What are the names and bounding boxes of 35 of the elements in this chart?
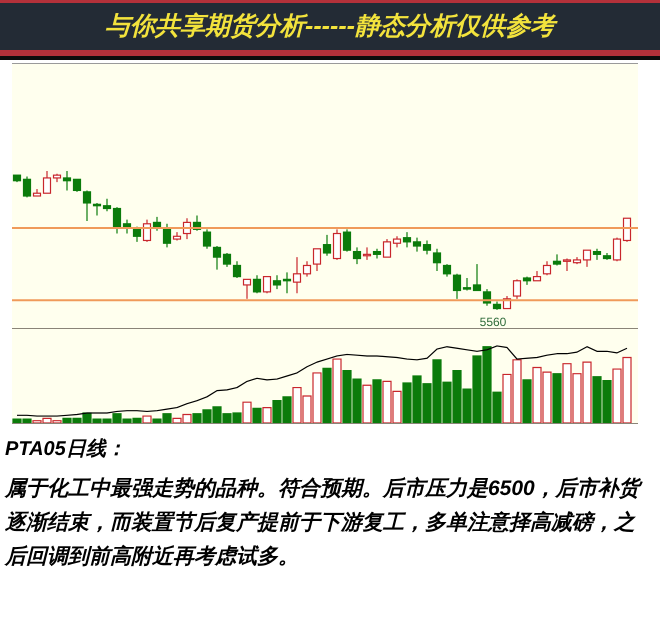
candlestick <box>62 170 72 192</box>
candlestick <box>472 263 482 292</box>
candlestick <box>272 274 282 290</box>
bar <box>372 379 382 423</box>
candlestick <box>362 246 372 261</box>
candlestick <box>152 216 162 232</box>
candlestick <box>242 278 252 300</box>
candlestick <box>432 248 442 272</box>
candlestick <box>562 258 572 272</box>
candlestick <box>82 190 92 222</box>
bar <box>252 408 262 423</box>
bar <box>332 358 342 423</box>
candlestick <box>462 277 472 292</box>
bar <box>262 406 272 423</box>
candlestick <box>352 246 362 265</box>
candlestick <box>452 273 462 300</box>
bar <box>322 368 332 423</box>
candlestick <box>122 219 132 234</box>
bar <box>142 415 152 423</box>
candlestick <box>282 272 292 294</box>
candlestick <box>322 234 332 256</box>
candlestick <box>102 198 112 212</box>
bar <box>242 402 252 423</box>
text: PTA05日线： <box>5 437 127 462</box>
candlestick <box>92 202 102 216</box>
chart-title: 与你共享期货分析------静态分析仅供参考 <box>0 0 660 56</box>
candlestick <box>402 232 412 248</box>
annotation: 5560 <box>480 314 507 329</box>
bar <box>552 373 562 423</box>
text: 属于化工中最强走势的品种。符合预期。后市压力是6500，后市补货逐渐结束，而装置节后复产提前于下游复工，多单注意择高减磅，之后回调到前高附近再考虑试多。 <box>5 476 644 570</box>
candlestick <box>212 245 222 270</box>
bar <box>362 384 372 423</box>
bar <box>522 379 532 423</box>
candlestick <box>292 256 302 294</box>
candlestick <box>412 237 422 252</box>
